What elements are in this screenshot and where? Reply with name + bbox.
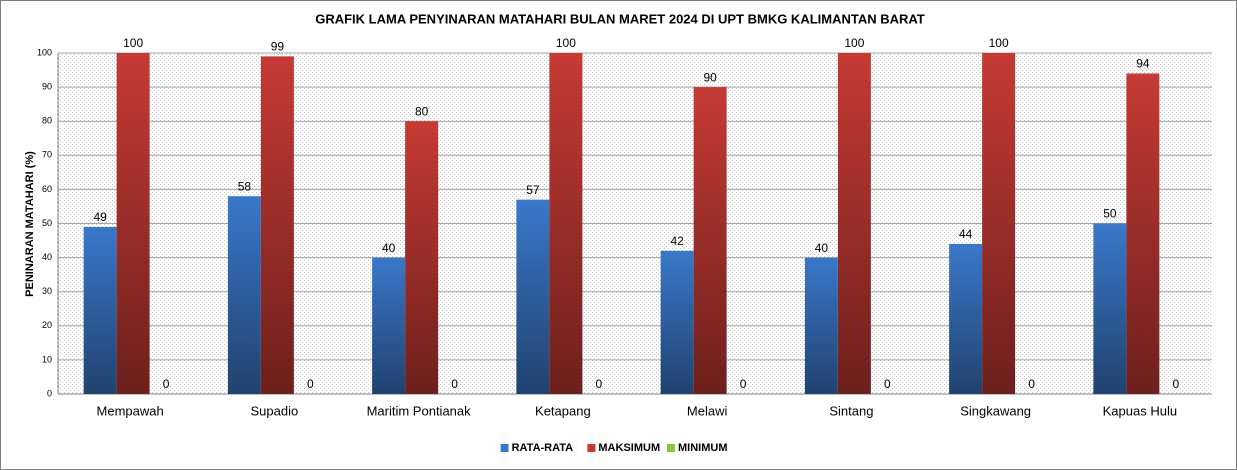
data-label: 0	[596, 377, 603, 391]
data-label: 0	[451, 377, 458, 391]
bar	[804, 257, 838, 394]
data-label: 0	[163, 377, 170, 391]
bar	[83, 226, 117, 394]
y-tick-label: 0	[47, 388, 52, 398]
bar	[1126, 73, 1160, 395]
y-tick-label: 10	[42, 354, 52, 364]
data-label: 99	[271, 40, 285, 54]
data-label: 0	[307, 377, 314, 391]
bar	[372, 257, 406, 394]
y-tick-label: 60	[42, 184, 52, 194]
data-label: 100	[556, 36, 576, 50]
bar	[837, 53, 871, 394]
bar	[660, 250, 694, 394]
data-label: 0	[884, 377, 891, 391]
y-tick-label: 80	[42, 116, 52, 126]
y-tick-label: 50	[42, 218, 52, 228]
bar	[516, 199, 550, 394]
y-tick-label: 70	[42, 150, 52, 160]
x-tick-label: Melawi	[687, 403, 728, 418]
bar	[405, 121, 439, 394]
data-label: 50	[1103, 207, 1117, 221]
data-label: 94	[1136, 57, 1150, 71]
data-label: 0	[740, 377, 747, 391]
data-label: 58	[238, 179, 252, 193]
x-tick-label: Kapuas Hulu	[1103, 403, 1177, 418]
data-label: 100	[844, 36, 864, 50]
data-label: 42	[670, 234, 684, 248]
x-tick-label: Supadio	[251, 403, 299, 418]
bar	[227, 196, 261, 394]
x-tick-label: Mempawah	[97, 403, 164, 418]
bar	[116, 53, 150, 394]
y-tick-label: 90	[42, 81, 52, 91]
bar	[949, 243, 983, 394]
data-label: 57	[526, 183, 540, 197]
legend-label: MAKSIMUM	[598, 442, 660, 454]
y-tick-label: 40	[42, 252, 52, 262]
bar	[549, 53, 583, 394]
x-tick-label: Ketapang	[535, 403, 591, 418]
data-label: 0	[1173, 377, 1180, 391]
y-tick-label: 30	[42, 286, 52, 296]
legend-swatch	[500, 444, 509, 452]
data-label: 49	[93, 210, 107, 224]
bar	[693, 87, 727, 394]
data-label: 44	[959, 227, 973, 241]
data-label: 100	[123, 36, 143, 50]
x-tick-label: Maritim Pontianak	[367, 403, 472, 418]
y-tick-label: 100	[37, 47, 52, 57]
data-label: 80	[415, 104, 429, 118]
legend-swatch	[667, 444, 675, 452]
data-label: 40	[815, 241, 829, 255]
bar	[982, 53, 1016, 394]
x-tick-label: Sintang	[829, 403, 873, 418]
data-label: 90	[703, 70, 717, 84]
y-axis-label: PENINARAN MATAHARI (%)	[24, 151, 36, 297]
bar	[1093, 223, 1127, 394]
data-label: 0	[1028, 377, 1035, 391]
legend-label: RATA-RATA	[512, 442, 574, 454]
x-tick-label: Singkawang	[960, 403, 1031, 418]
data-label: 100	[989, 36, 1009, 50]
y-tick-label: 20	[42, 320, 52, 330]
bar	[260, 56, 294, 394]
legend-label: MINIMUM	[678, 442, 728, 454]
chart-title: GRAFIK LAMA PENYINARAN MATAHARI BULAN MA…	[315, 11, 925, 26]
data-label: 40	[382, 241, 396, 255]
legend-swatch	[587, 444, 596, 452]
